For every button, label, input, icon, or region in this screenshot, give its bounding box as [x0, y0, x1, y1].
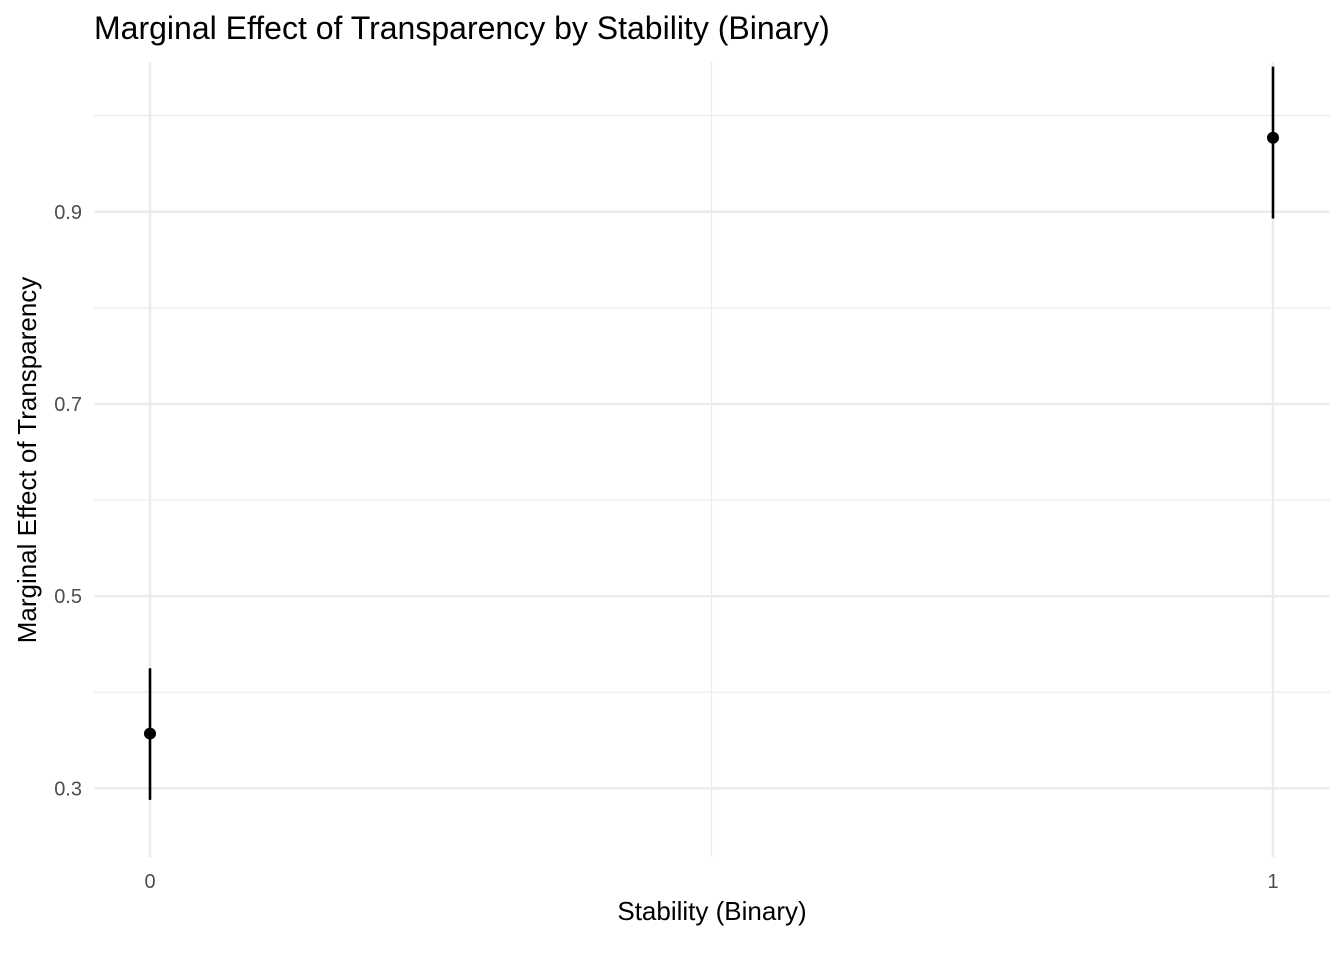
- y-tick-label: 0.9: [54, 202, 82, 224]
- chart-title: Marginal Effect of Transparency by Stabi…: [94, 10, 830, 46]
- y-tick-label: 0.5: [54, 586, 82, 608]
- y-tick-label: 0.3: [54, 778, 82, 800]
- data-point: [1267, 131, 1279, 144]
- x-axis-title: Stability (Binary): [617, 896, 806, 926]
- data-point: [144, 727, 156, 740]
- y-tick-label: 0.7: [54, 394, 82, 416]
- data-marks: [144, 66, 1279, 800]
- x-tick-label: 1: [1267, 871, 1278, 893]
- tick-labels: 0.3 0.5 0.7 0.9 0 1: [54, 202, 1278, 893]
- y-axis-title: Marginal Effect of Transparency: [12, 277, 42, 644]
- x-tick-label: 0: [144, 871, 155, 893]
